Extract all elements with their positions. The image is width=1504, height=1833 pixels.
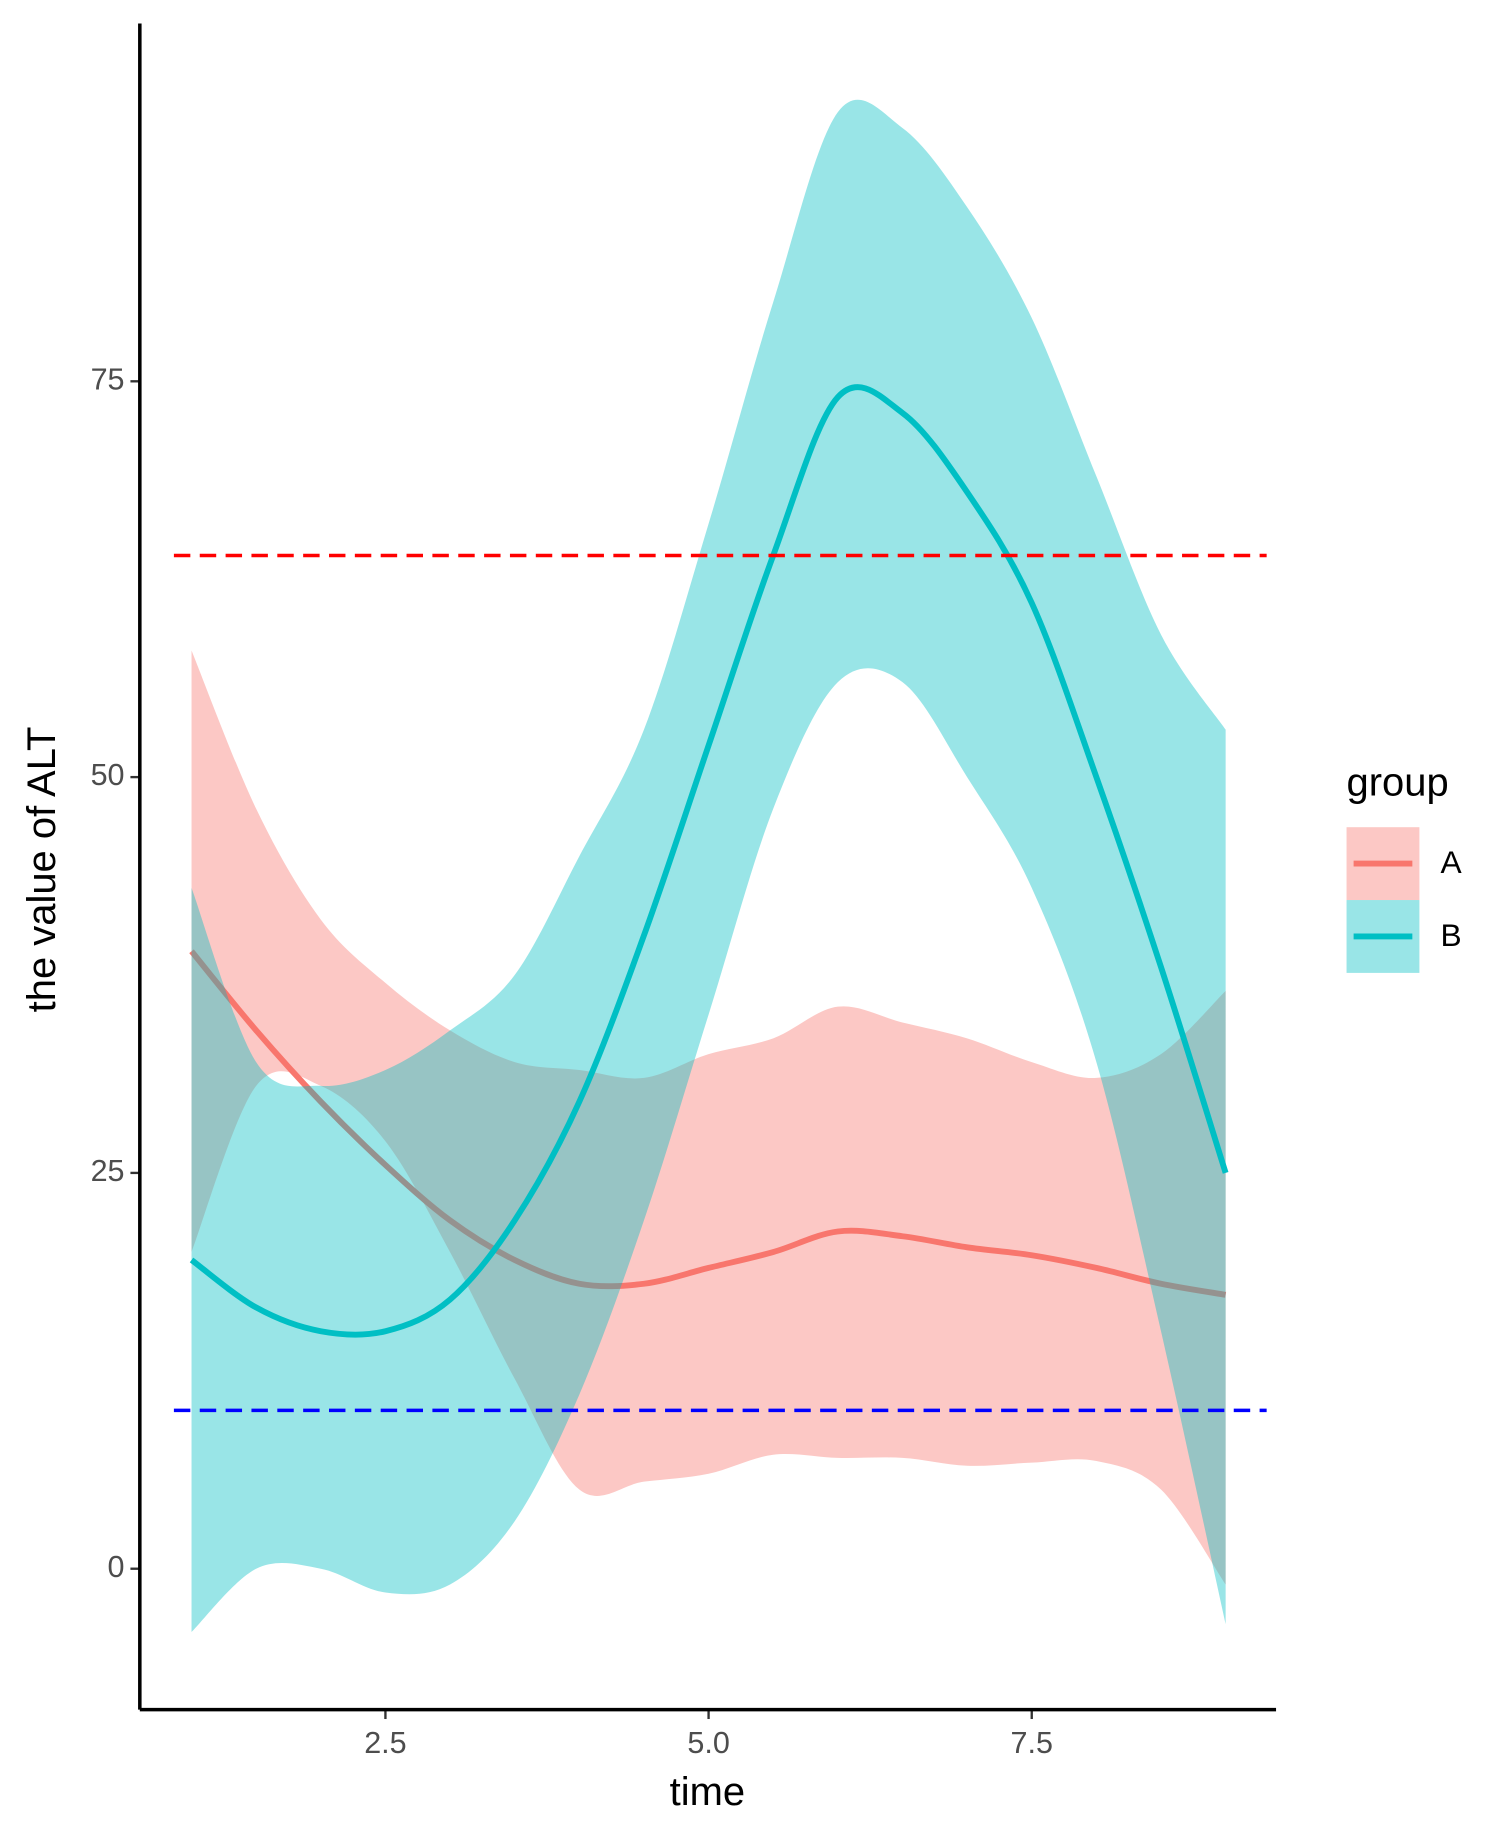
x-axis-label: time: [670, 1770, 745, 1814]
ribbon: [191, 650, 1226, 1585]
y-tick-label: 75: [91, 362, 125, 396]
x-tick-label: 5.0: [687, 1726, 729, 1760]
x-tick-label: 7.5: [1011, 1726, 1053, 1760]
x-tick-label: 2.5: [364, 1726, 406, 1760]
line: [189, 384, 1229, 1338]
ribbon: [191, 99, 1226, 1633]
legend-title: group: [1347, 760, 1449, 804]
y-tick-label: 50: [91, 758, 125, 792]
legend-label: B: [1441, 917, 1462, 953]
y-tick-label: 25: [91, 1154, 125, 1188]
y-tick-label: 0: [108, 1550, 125, 1584]
y-axis-label: the value of ALT: [20, 727, 64, 1013]
legend-label: A: [1441, 844, 1463, 880]
line: [189, 949, 1227, 1298]
